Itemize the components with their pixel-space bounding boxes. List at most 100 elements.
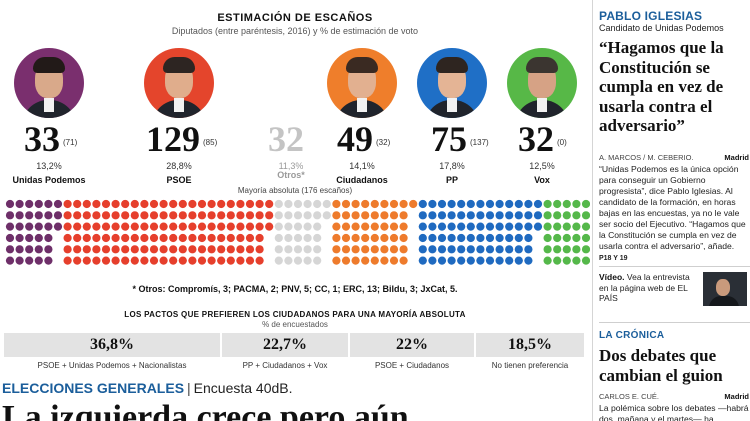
seat-dot-psoe: [63, 199, 72, 209]
seat-dot-cs: [389, 256, 399, 265]
seat-dot-cs: [399, 256, 408, 265]
seat-dot-cs: [332, 245, 341, 254]
interview-headline[interactable]: “Hagamos que la Constitución se cumpla e…: [599, 38, 724, 135]
seat-dot-cs: [380, 211, 389, 220]
pacts-title: LOS PACTOS QUE PREFIEREN LOS CIUDADANOS …: [124, 310, 466, 319]
portrait-circle: [507, 48, 577, 118]
pct-pp: 17,8%: [439, 161, 465, 171]
seat-dot-vox: [581, 199, 590, 209]
video-promo[interactable]: Vídeo. Vea la entrevista en la página we…: [599, 272, 699, 304]
seat-dot-psoe: [169, 222, 178, 231]
seat-dot-cs: [341, 256, 351, 265]
seat-dot-pp: [524, 233, 533, 243]
seat-dot-podemos: [34, 233, 43, 243]
seat-dot-podemos: [15, 199, 24, 209]
seat-dot-pp: [457, 233, 466, 243]
seat-dot-psoe: [245, 222, 255, 231]
seat-dot-otros: [293, 222, 303, 231]
seat-dot-pp: [495, 245, 504, 254]
sidebar-column: PABLO IGLESIAS Candidato de Unidas Podem…: [592, 0, 750, 421]
seat-dot-psoe: [207, 211, 216, 220]
seat-dot-otros: [303, 211, 312, 220]
seat-dot-pp: [485, 245, 495, 254]
cronica-headline[interactable]: Dos debates que cambian el guion: [599, 346, 723, 385]
seat-dot-pp: [466, 256, 475, 265]
interview-role: Candidato de Unidas Podemos: [599, 23, 724, 33]
seat-dot-psoe: [217, 256, 226, 265]
seat-dot-cs: [389, 199, 399, 209]
seat-dot-podemos: [53, 211, 63, 220]
seat-dot-pp: [457, 256, 466, 265]
seat-dot-pp: [505, 211, 514, 220]
seat-dot-podemos: [25, 256, 34, 265]
seat-dot-cs: [409, 199, 418, 209]
seat-dot-pp: [437, 222, 447, 231]
seat-dot-psoe: [111, 222, 120, 231]
seat-dot-pp: [514, 199, 523, 209]
seat-dot-psoe: [101, 222, 111, 231]
seat-dot-psoe: [255, 211, 264, 220]
seat-dot-podemos: [53, 199, 63, 209]
pact-box: [4, 333, 220, 357]
seat-dot-vox: [562, 245, 571, 254]
seat-dot-psoe: [121, 256, 130, 265]
name-psoe: PSOE: [166, 175, 192, 185]
seat-dot-psoe: [101, 199, 111, 209]
seat-dot-vox: [543, 256, 552, 265]
seat-dot-cs: [380, 233, 389, 243]
seat-count: 49: [337, 119, 373, 159]
seat-dot-pp: [495, 211, 504, 220]
byline-authors: A. MARCOS / M. CEBERIO.: [599, 153, 694, 162]
seat-dot-vox: [562, 211, 571, 220]
seat-dot-otros: [322, 211, 331, 220]
cronica-kicker: LA CRÓNICA: [599, 330, 665, 341]
seat-count: 75: [431, 119, 467, 159]
seat-dot-cs: [361, 256, 370, 265]
seat-dot-pp: [437, 245, 447, 254]
seat-dot-psoe: [236, 256, 245, 265]
seat-dot-psoe: [121, 245, 130, 254]
seat-dot-psoe: [92, 256, 101, 265]
portrait-circle: [327, 48, 397, 118]
seat-count: 32: [268, 119, 304, 159]
seat-dot-cs: [370, 256, 379, 265]
seat-dot-psoe: [82, 256, 91, 265]
seat-dot-vox: [553, 222, 562, 231]
seat-dot-podemos: [15, 211, 24, 220]
seat-dot-otros: [274, 256, 283, 265]
seat-dot-otros: [303, 245, 312, 254]
seat-dot-pp: [466, 211, 475, 220]
seat-dot-cs: [370, 199, 379, 209]
seat-dot-psoe: [188, 222, 197, 231]
seat-dot-cs: [332, 222, 341, 231]
seat-dot-podemos: [5, 211, 15, 220]
seat-dot-psoe: [255, 256, 264, 265]
seat-dot-pp: [418, 233, 427, 243]
seat-dot-psoe: [73, 222, 82, 231]
main-headline[interactable]: La izquierda crece pero aún: [2, 399, 409, 421]
seat-dot-cs: [351, 222, 360, 231]
seat-dot-psoe: [236, 245, 245, 254]
seat-dot-pp: [466, 245, 475, 254]
seat-dot-cs: [332, 211, 341, 220]
seats-unidas-podemos: 33 (71): [24, 121, 77, 157]
seat-dot-pp: [428, 233, 437, 243]
seat-dot-cs: [332, 233, 341, 243]
seat-dot-psoe: [63, 222, 72, 231]
seat-dot-psoe: [82, 211, 91, 220]
seat-dot-vox: [562, 256, 571, 265]
video-thumbnail[interactable]: [703, 272, 747, 306]
interview-body: “Unidas Podemos es la única opción para …: [599, 164, 749, 264]
seat-dot-psoe: [149, 256, 159, 265]
seat-dot-cs: [351, 199, 360, 209]
seat-dot-vox: [553, 199, 562, 209]
seat-dot-psoe: [159, 245, 168, 254]
seat-dot-otros: [313, 199, 322, 209]
portrait-pp: [407, 48, 497, 118]
cronica-body: La polémica sobre los debates —habrá dos…: [599, 403, 749, 421]
seat-dot-psoe: [149, 233, 159, 243]
seat-dot-vox: [553, 211, 562, 220]
section-tag[interactable]: ELECCIONES GENERALES: [2, 380, 185, 396]
seat-dot-cs: [380, 256, 389, 265]
seat-count: 32: [518, 119, 554, 159]
